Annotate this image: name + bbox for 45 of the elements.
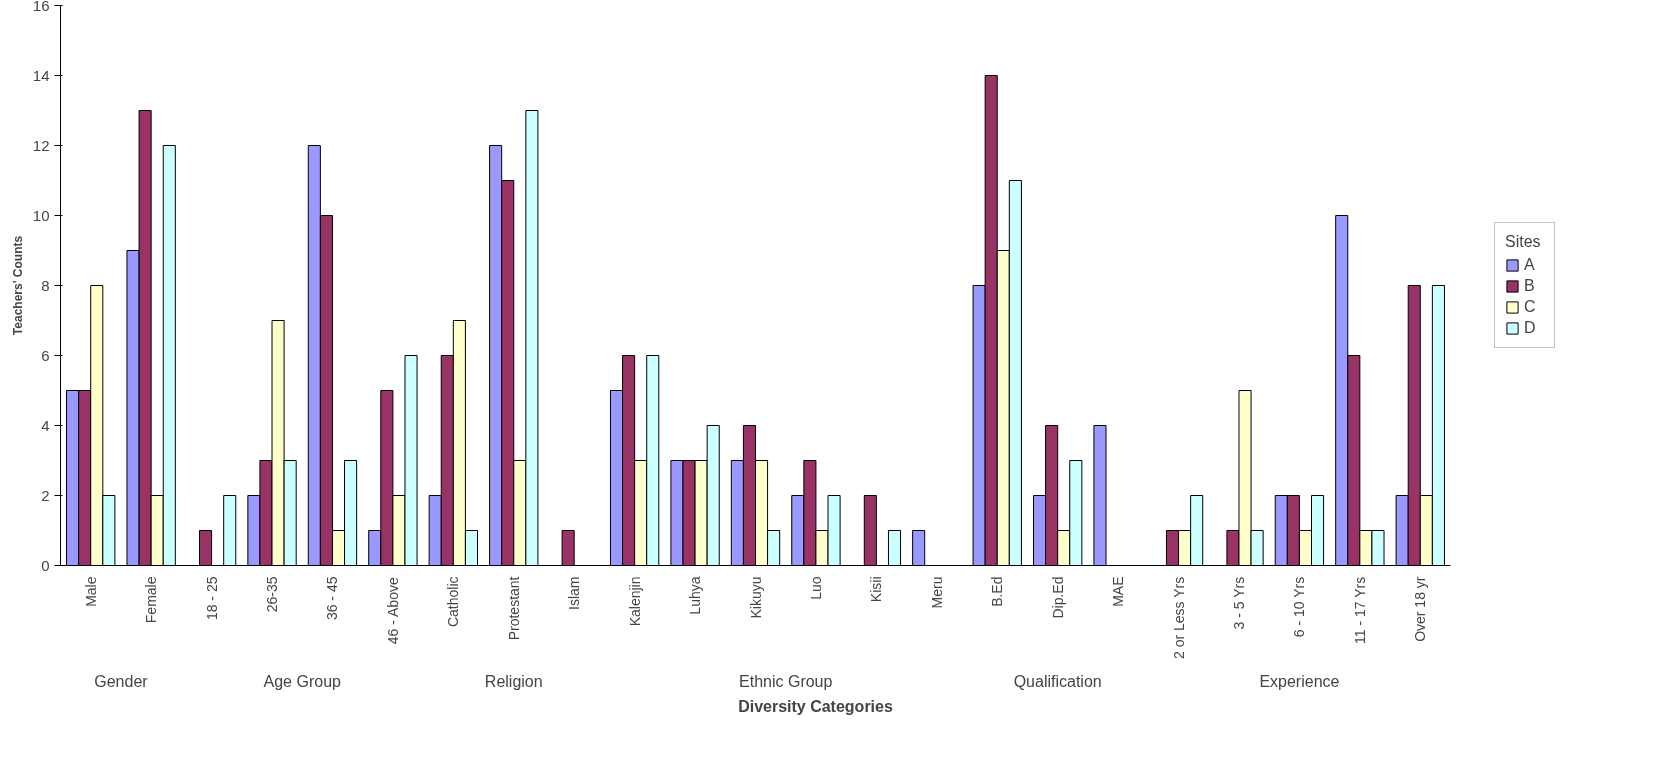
- legend-title: Sites: [1505, 233, 1542, 251]
- y-tick-label: 8: [41, 276, 50, 294]
- legend-label: B: [1524, 277, 1536, 295]
- x-tick-label: 36 - 45: [324, 576, 341, 621]
- y-axis-title: Teachers' Counts: [10, 235, 25, 336]
- legend-label: D: [1524, 319, 1537, 337]
- x-tick-label: Islam: [566, 576, 583, 610]
- y-tick-label: 14: [32, 66, 50, 84]
- x-axis-title: Diversity Categories: [738, 697, 893, 715]
- y-tick-label: 6: [41, 346, 50, 364]
- x-tick-label: 46 - Above: [384, 577, 401, 645]
- legend-label: C: [1524, 298, 1537, 316]
- x-tick-label: Kisii: [868, 576, 885, 603]
- y-tick-label: 0: [41, 556, 50, 574]
- x-tick-label: MAE: [1110, 576, 1127, 607]
- x-tick-label: Female: [143, 576, 160, 624]
- x-tick-label: Dip.Ed: [1049, 576, 1066, 619]
- y-tick-label: 10: [32, 206, 50, 224]
- x-tick-label: B.Ed: [989, 576, 1006, 607]
- x-tick-label: Luo: [807, 576, 824, 600]
- text: Religion: [484, 672, 543, 690]
- x-tick-label: 26-35: [264, 576, 281, 613]
- x-tick-label: Kalenjin: [626, 576, 643, 627]
- y-tick-label: 12: [32, 136, 50, 154]
- text: Ethnic Group: [739, 672, 833, 690]
- text: Qualification: [1013, 672, 1102, 690]
- x-tick-label: Catholic: [445, 576, 462, 628]
- y-tick-label: 4: [41, 416, 50, 434]
- x-tick-label: Over 18 yr: [1412, 576, 1429, 642]
- y-tick-label: 2: [41, 486, 50, 504]
- x-tick-label: 2 or Less Yrs: [1170, 576, 1187, 659]
- x-tick-label: 3 - 5 Yrs: [1230, 576, 1247, 630]
- x-tick-label: 6 - 10 Yrs: [1291, 576, 1308, 638]
- legend-label: A: [1524, 256, 1536, 274]
- x-tick-label: Protestant: [505, 576, 522, 641]
- x-tick-label: Male: [82, 576, 99, 607]
- x-tick-label: Meru: [928, 576, 945, 609]
- x-tick-label: 11 - 17 Yrs: [1351, 576, 1368, 644]
- x-tick-label: Luhya: [687, 576, 704, 615]
- text: Age Group: [263, 672, 342, 690]
- x-tick-label: 18 - 25: [203, 576, 220, 621]
- x-tick-label: Kikuyu: [747, 576, 764, 619]
- text: Gender: [94, 672, 149, 690]
- text: Experience: [1259, 672, 1340, 690]
- y-tick-label: 16: [32, 0, 50, 14]
